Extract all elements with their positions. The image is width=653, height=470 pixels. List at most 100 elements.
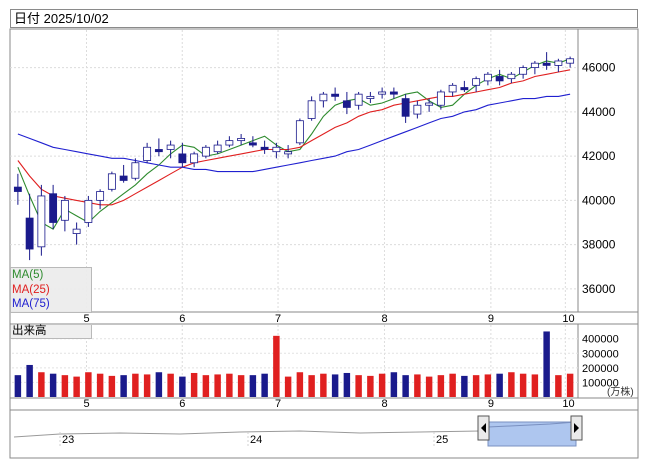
navigator-selection-line (487, 421, 577, 428)
volume-bar (96, 373, 104, 397)
legend-ma25: MA(25) (12, 283, 50, 296)
candle-body (425, 102, 434, 106)
candle-body (472, 78, 481, 86)
candle-body (178, 153, 187, 164)
candle-body (448, 84, 457, 93)
volume-bar (378, 373, 386, 397)
volume-tick-label: 100000 (582, 377, 619, 389)
candle-body (119, 175, 128, 181)
x-tick-label: 8 (381, 313, 387, 325)
volume-bar (355, 375, 362, 397)
volume-bar (484, 374, 492, 397)
volume-tick-label: 300000 (582, 348, 619, 360)
ma-line-25 (17, 69, 571, 206)
volume-bar (508, 372, 515, 397)
candle-body (460, 87, 469, 91)
volume-x-tick-label: 7 (275, 398, 281, 410)
candle-body (554, 60, 563, 66)
volume-bar (214, 374, 221, 397)
chevron-right-icon (574, 423, 579, 433)
volume-bar (308, 375, 315, 397)
volume-bar (343, 372, 351, 397)
candle-body (295, 120, 304, 144)
volume-bar (38, 372, 45, 397)
volume-bar (143, 374, 151, 397)
volume-x-tick-label: 5 (83, 398, 89, 410)
volume-bar (296, 372, 304, 397)
candle-body (84, 199, 93, 223)
volume-bar (190, 372, 198, 397)
x-tick-label: 10 (562, 313, 574, 325)
volume-bar (155, 372, 163, 397)
volume-bar (73, 376, 80, 397)
candle-body (213, 144, 222, 153)
ma-legend: MA(5) MA(25) MA(75) (10, 267, 92, 313)
y-tick-label: 36000 (582, 282, 616, 296)
volume-bar (284, 376, 292, 397)
x-tick-label: 6 (179, 313, 185, 325)
ma-line-75 (17, 93, 571, 173)
y-tick-label: 42000 (582, 149, 616, 163)
volume-bar (402, 375, 409, 397)
volume-bar (320, 373, 327, 397)
y-tick-label: 40000 (582, 193, 616, 207)
volume-bar (425, 376, 433, 397)
volume-bar (437, 375, 445, 397)
volume-bar (390, 372, 398, 397)
volume-bar (14, 375, 22, 397)
candle-body (49, 193, 58, 223)
candle-body (401, 98, 410, 117)
volume-bar (519, 373, 527, 397)
volume-bar (49, 373, 57, 397)
candle-body (483, 73, 492, 82)
volume-bar (367, 375, 374, 397)
volume-bar (108, 375, 116, 397)
candle-body (354, 93, 363, 106)
candle-body (237, 138, 246, 142)
candle-body (495, 76, 504, 82)
volume-bar (461, 375, 468, 397)
y-tick-label: 38000 (582, 238, 616, 252)
candle-body (37, 195, 46, 248)
volume-bar (167, 373, 174, 397)
x-tick-label: 9 (488, 313, 494, 325)
volume-bar (449, 373, 456, 397)
candle-body (378, 91, 387, 95)
legend-ma75: MA(75) (12, 298, 50, 310)
candle-body (331, 93, 340, 97)
legend-ma5: MA(5) (12, 269, 44, 281)
volume-bar (331, 374, 339, 397)
volume-bar (120, 375, 127, 397)
candle-body (201, 146, 210, 157)
candle-body (72, 228, 81, 234)
volume-bar (202, 375, 210, 397)
date-header: 日付 2025/10/02 (10, 9, 638, 28)
volume-bar (543, 331, 550, 397)
candle-body (566, 58, 575, 64)
candle-body (248, 142, 257, 146)
volume-bar (496, 373, 503, 397)
navigator-history-line (13, 430, 481, 438)
candle-body (225, 140, 234, 146)
candle-body (60, 199, 69, 221)
volume-bar (273, 335, 280, 397)
volume-tick-label: 400000 (582, 334, 619, 346)
navigator-year-label: 25 (436, 434, 448, 446)
volume-x-tick-label: 10 (562, 398, 574, 410)
candle-body (25, 217, 34, 250)
candle-body (131, 162, 140, 179)
candle-body (284, 151, 293, 155)
candle-body (436, 91, 445, 106)
chevron-left-icon (481, 423, 486, 433)
volume-bar (531, 374, 539, 397)
y-tick-label: 46000 (582, 61, 616, 75)
volume-bar (61, 375, 69, 397)
y-tick-label: 44000 (582, 105, 616, 119)
navigator-year-label: 24 (250, 434, 262, 446)
candle-body (319, 93, 328, 102)
candle-body (307, 100, 316, 119)
candle-body (413, 104, 422, 115)
volume-bar (85, 372, 92, 397)
volume-tick-label: 200000 (582, 363, 619, 375)
